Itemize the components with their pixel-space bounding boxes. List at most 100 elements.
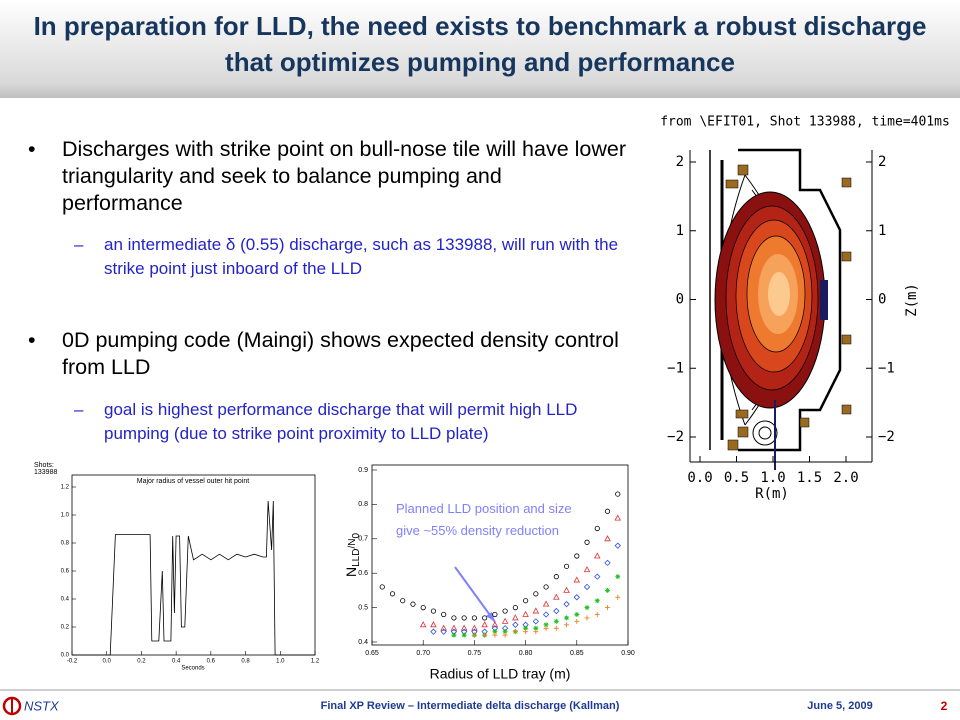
y-tick-label: −2 bbox=[878, 429, 895, 445]
point bbox=[614, 542, 621, 549]
x-tick-label: 0.65 bbox=[365, 650, 379, 657]
point bbox=[553, 607, 560, 615]
point bbox=[461, 632, 467, 638]
point bbox=[543, 584, 549, 590]
shots-label: Shots: bbox=[34, 462, 54, 469]
shot-number: 133988 bbox=[34, 469, 57, 476]
bullet: 0D pumping code (Maingi) shows expected … bbox=[28, 327, 627, 381]
y-axis-label: NLLD/N0 bbox=[343, 533, 362, 577]
point bbox=[584, 615, 590, 621]
point bbox=[512, 629, 518, 635]
point bbox=[522, 610, 529, 617]
point bbox=[594, 525, 600, 532]
point bbox=[532, 607, 540, 614]
page-number: 2 bbox=[941, 699, 948, 713]
x-tick-label: 1.2 bbox=[311, 659, 320, 665]
point bbox=[492, 632, 498, 638]
efit-drawing bbox=[709, 148, 852, 470]
footer-logo: NSTX bbox=[24, 698, 60, 713]
y-tick-label: 0.8 bbox=[61, 541, 70, 547]
bullet: Discharges with strike point on bull-nos… bbox=[28, 136, 627, 217]
point bbox=[615, 594, 621, 600]
plot-title: Major radius of vessel outer hit point bbox=[137, 478, 249, 485]
y-tick-label: 0.4 bbox=[358, 639, 368, 646]
point bbox=[533, 629, 539, 635]
x-tick-label: -0.2 bbox=[67, 659, 78, 665]
y-tick-label: −1 bbox=[667, 360, 684, 376]
y-tick-label: 0.9 bbox=[358, 467, 368, 474]
point bbox=[604, 508, 611, 514]
point bbox=[501, 617, 509, 624]
point bbox=[604, 535, 611, 542]
point bbox=[502, 608, 508, 614]
y-tick-label: 0 bbox=[676, 292, 684, 308]
point bbox=[594, 573, 601, 580]
x-tick-label: 0.90 bbox=[621, 650, 635, 657]
caption: from \EFIT01, Shot 133988, time=401ms bbox=[660, 115, 950, 130]
point bbox=[615, 491, 621, 497]
point bbox=[553, 618, 559, 624]
point bbox=[564, 615, 570, 621]
y-tick-label: 1.0 bbox=[61, 513, 70, 519]
point bbox=[481, 621, 488, 628]
x-tick-label: 0.8 bbox=[241, 659, 250, 665]
point bbox=[410, 601, 416, 607]
x-tick-label: 1.0 bbox=[760, 470, 785, 486]
y-tick-label: 0.2 bbox=[61, 625, 70, 631]
point bbox=[574, 611, 580, 617]
y-tick-label: 0.0 bbox=[61, 653, 70, 659]
x-tick-label: 0.4 bbox=[172, 659, 181, 665]
title-bar bbox=[0, 0, 960, 98]
point bbox=[482, 632, 488, 638]
point bbox=[400, 598, 406, 604]
point bbox=[460, 624, 468, 631]
footer-center: Final XP Review – Intermediate delta dis… bbox=[321, 700, 620, 712]
point bbox=[542, 600, 550, 607]
point bbox=[563, 563, 570, 569]
point bbox=[430, 628, 437, 635]
y-tick-label: 2 bbox=[676, 154, 684, 170]
arrow-head bbox=[486, 612, 495, 622]
point bbox=[614, 514, 622, 521]
point bbox=[523, 625, 529, 631]
point bbox=[573, 594, 580, 601]
point bbox=[605, 605, 611, 611]
trace bbox=[72, 500, 315, 656]
y-axis-label: Z(m) bbox=[904, 283, 920, 317]
point bbox=[574, 618, 580, 624]
annotation-arrow bbox=[454, 566, 496, 623]
x-tick-label: 0.75 bbox=[468, 650, 482, 657]
point bbox=[583, 583, 591, 591]
y-axis-label-part: N bbox=[343, 567, 359, 577]
point bbox=[533, 591, 539, 597]
point bbox=[430, 621, 437, 628]
point bbox=[573, 576, 581, 583]
point bbox=[543, 622, 549, 628]
x-axis-label: Seconds bbox=[181, 666, 204, 672]
point bbox=[543, 625, 549, 631]
x-tick-label: 0.0 bbox=[687, 470, 712, 486]
point bbox=[450, 624, 458, 631]
point bbox=[512, 614, 519, 621]
point bbox=[584, 605, 590, 611]
point bbox=[542, 611, 550, 618]
y-tick-label: 0.8 bbox=[358, 501, 368, 508]
sub-bullet: goal is highest performance discharge th… bbox=[74, 398, 624, 446]
y-tick-label: 0 bbox=[878, 292, 886, 308]
x-tick-label: 0.85 bbox=[570, 650, 584, 657]
point bbox=[512, 621, 519, 628]
point bbox=[594, 598, 600, 604]
point bbox=[563, 600, 570, 608]
x-tick-label: 1.5 bbox=[797, 470, 822, 486]
x-tick-label: 0.6 bbox=[207, 659, 216, 665]
y-tick-label: −1 bbox=[878, 360, 895, 376]
x-tick-label: 0.5 bbox=[724, 470, 749, 486]
point bbox=[471, 615, 477, 621]
plot-frame bbox=[71, 474, 316, 656]
point bbox=[492, 629, 498, 635]
x-tick-label: 2.0 bbox=[833, 470, 858, 486]
point bbox=[461, 615, 467, 621]
point bbox=[389, 591, 396, 597]
